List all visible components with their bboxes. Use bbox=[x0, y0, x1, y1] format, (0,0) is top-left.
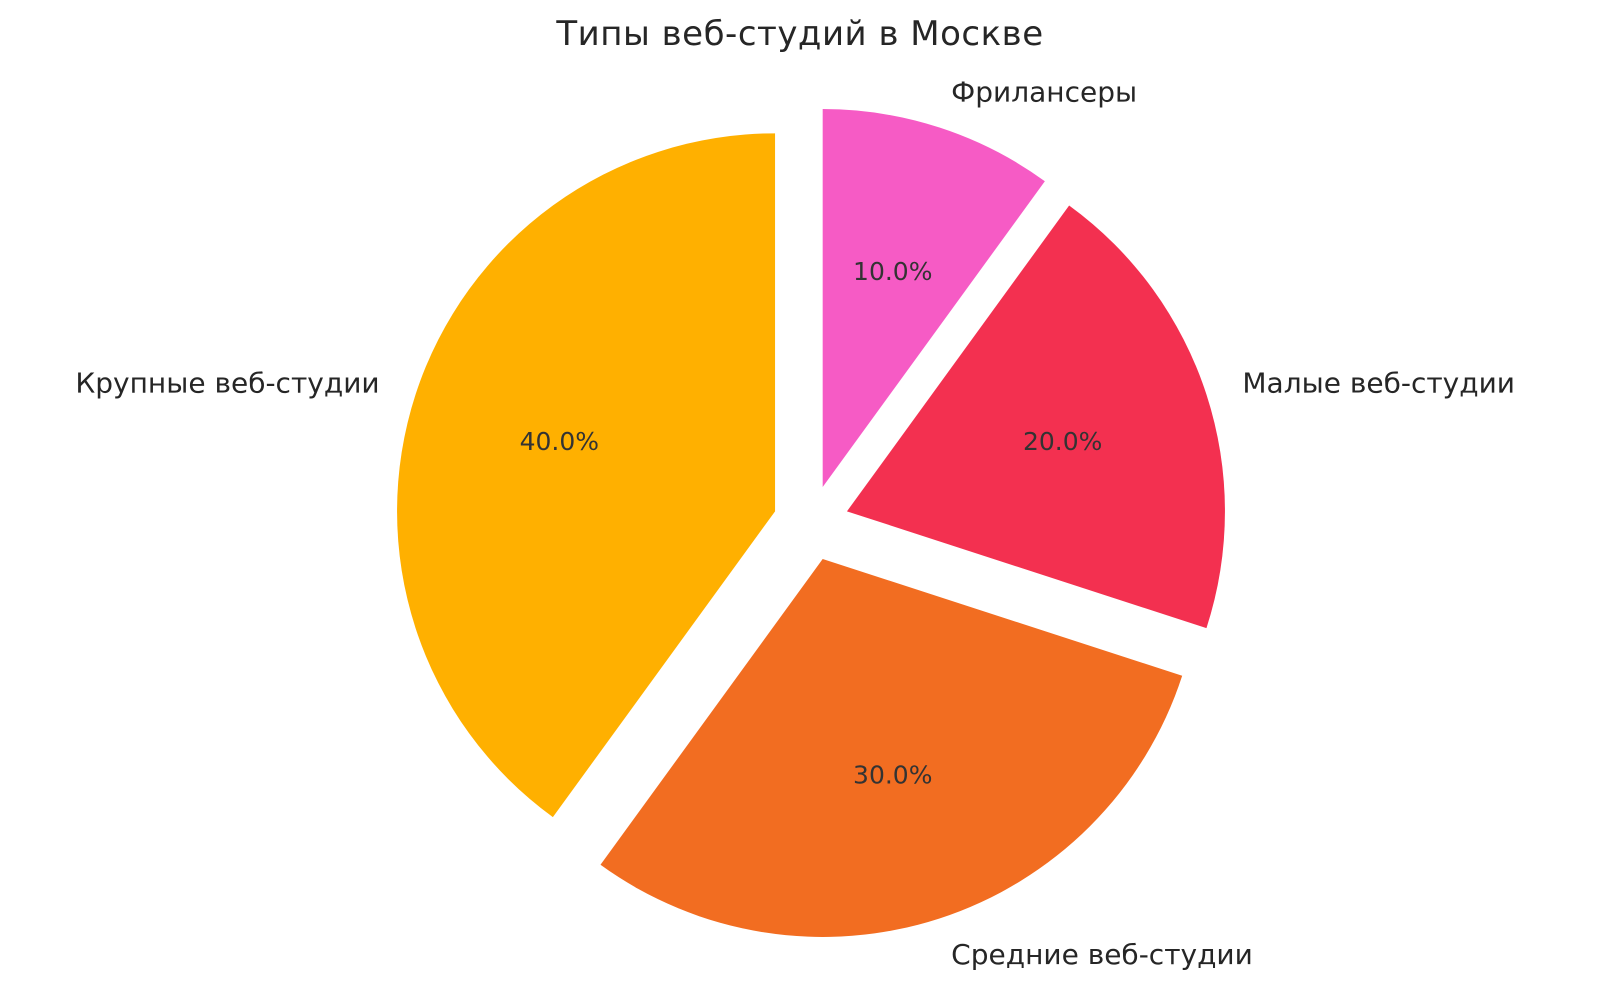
pie-slice-1 bbox=[846, 205, 1225, 629]
slice-pct-0: 10.0% bbox=[853, 257, 932, 286]
slice-pct-3: 40.0% bbox=[520, 427, 599, 456]
slice-name-2: Средние веб-студии bbox=[951, 938, 1253, 971]
pie-slice-2 bbox=[600, 558, 1183, 937]
slice-name-0: Фрилансеры bbox=[951, 75, 1137, 108]
chart-title: Типы веб-студий в Москве bbox=[556, 14, 1044, 54]
slice-name-1: Малые веб-студии bbox=[1242, 367, 1515, 400]
slice-pct-2: 30.0% bbox=[853, 760, 932, 789]
pie-slice-0 bbox=[822, 109, 1045, 488]
slice-pct-1: 20.0% bbox=[1023, 427, 1102, 456]
slice-name-3: Крупные веб-студии bbox=[75, 367, 379, 400]
pie-slice-3 bbox=[397, 133, 776, 818]
